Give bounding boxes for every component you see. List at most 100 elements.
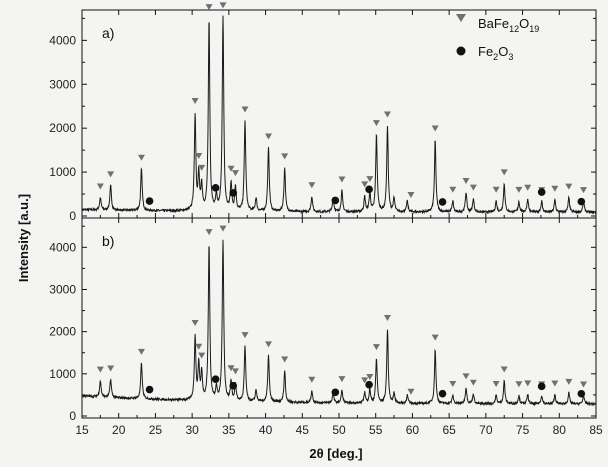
legend-entry-fe2o3: Fe2O3 [478, 44, 513, 62]
bafe12o19-marker [96, 183, 104, 190]
fe2o3-marker [438, 198, 447, 206]
bafe12o19-marker [565, 378, 573, 385]
x-tick-label: 15 [75, 423, 89, 437]
fe2o3-marker [577, 197, 586, 206]
bafe12o19-marker [338, 176, 346, 183]
x-tick-label: 50 [332, 423, 346, 437]
bafe12o19-marker [191, 98, 199, 105]
bafe12o19-marker [469, 184, 477, 191]
y-tick-label: 3000 [49, 77, 76, 91]
bafe12o19-marker [449, 380, 457, 387]
bafe12o19-marker [515, 381, 523, 388]
bafe12o19-marker [462, 373, 470, 380]
bafe12o19-marker [551, 185, 559, 192]
bafe12o19-marker [361, 181, 369, 188]
bafe12o19-marker [366, 176, 374, 183]
bafe12o19-marker [372, 344, 380, 351]
bafe12o19-marker [361, 377, 369, 384]
bafe12o19-marker [195, 153, 203, 160]
x-tick-label: 55 [369, 423, 383, 437]
bafe12o19-marker [265, 133, 273, 140]
x-tick-label: 80 [553, 423, 567, 437]
fe2o3-marker [145, 197, 154, 205]
bafe12o19-marker [338, 376, 346, 383]
bafe12o19-marker [265, 341, 273, 348]
x-tick-label: 85 [589, 423, 603, 437]
fe2o3-marker [438, 389, 447, 398]
legend-triangle-icon [456, 14, 466, 22]
bafe12o19-marker [431, 125, 439, 132]
bafe12o19-marker [198, 352, 206, 359]
x-axis-title: 2θ [deg.] [309, 446, 362, 461]
bafe12o19-marker [524, 380, 532, 387]
bafe12o19-marker [137, 348, 145, 355]
bafe12o19-marker [219, 225, 227, 232]
panel-a: 0 1000 2000 3000 4000 a) [49, 2, 597, 223]
legend-circle-icon [456, 46, 466, 56]
x-tick-label: 65 [442, 423, 456, 437]
bafe12o19-marker [431, 334, 439, 341]
bafe12o19-marker [515, 186, 523, 193]
bafe12o19-marker [366, 373, 374, 380]
panel-a-markers [96, 2, 588, 206]
x-tick-label: 30 [185, 423, 199, 437]
panel-b-pattern-line [81, 239, 597, 407]
bafe12o19-marker [107, 171, 115, 178]
panel-a-y-tick-labels: 0 1000 2000 3000 4000 [49, 33, 76, 223]
bafe12o19-marker [205, 4, 213, 11]
bafe12o19-marker [231, 170, 239, 177]
fe2o3-marker [145, 385, 154, 394]
y-tick-label: 2000 [49, 325, 76, 339]
bafe12o19-marker [281, 356, 289, 363]
bafe12o19-marker [383, 111, 391, 118]
panel-b-label: b) [102, 233, 114, 249]
bafe12o19-marker [191, 320, 199, 327]
bafe12o19-marker [462, 178, 470, 185]
x-tick-label: 35 [222, 423, 236, 437]
bafe12o19-marker [96, 366, 104, 373]
bafe12o19-marker [137, 154, 145, 161]
bafe12o19-marker [492, 186, 500, 193]
panel-b-ticks [81, 218, 597, 418]
fe2o3-marker [229, 189, 238, 197]
y-tick-label: 3000 [49, 282, 76, 296]
bafe12o19-marker [492, 381, 500, 388]
bafe12o19-marker [407, 192, 415, 198]
legend: BaFe12O19 Fe2O3 [456, 14, 539, 62]
fe2o3-marker [229, 381, 238, 390]
bafe12o19-marker [308, 182, 316, 189]
fe2o3-marker [365, 185, 373, 194]
x-tick-label: 45 [296, 423, 310, 437]
bafe12o19-marker [565, 183, 573, 190]
y-tick-label: 2000 [49, 121, 76, 135]
x-tick-label: 25 [149, 423, 163, 437]
bafe12o19-marker [219, 2, 227, 9]
fe2o3-marker [211, 375, 220, 383]
bafe12o19-marker [407, 388, 415, 395]
bafe12o19-marker [227, 365, 235, 372]
y-tick-label: 1000 [49, 367, 76, 381]
bafe12o19-marker [580, 187, 588, 194]
fe2o3-marker [331, 388, 340, 397]
bafe12o19-marker [372, 120, 380, 127]
bafe12o19-marker [500, 169, 508, 176]
bafe12o19-marker [449, 186, 457, 193]
fe2o3-marker [537, 188, 546, 196]
bafe12o19-marker [469, 379, 477, 386]
x-tick-labels: 15 20 25 30 35 40 45 50 55 60 65 70 75 80 85 [75, 423, 603, 437]
bafe12o19-marker [205, 229, 213, 236]
bafe12o19-marker [107, 365, 115, 372]
fe2o3-marker [537, 382, 546, 391]
panel-a-pattern-line [81, 15, 597, 215]
bafe12o19-marker [231, 368, 239, 375]
y-tick-label: 4000 [49, 240, 76, 254]
x-tick-label: 70 [479, 423, 493, 437]
fe2o3-marker [577, 389, 586, 398]
y-tick-label: 4000 [49, 33, 76, 47]
fe2o3-marker [331, 196, 340, 205]
fe2o3-marker [365, 380, 373, 389]
bafe12o19-marker [241, 106, 249, 113]
bafe12o19-marker [500, 366, 508, 373]
panel-b-markers [96, 225, 588, 398]
x-tick-label: 40 [259, 423, 273, 437]
